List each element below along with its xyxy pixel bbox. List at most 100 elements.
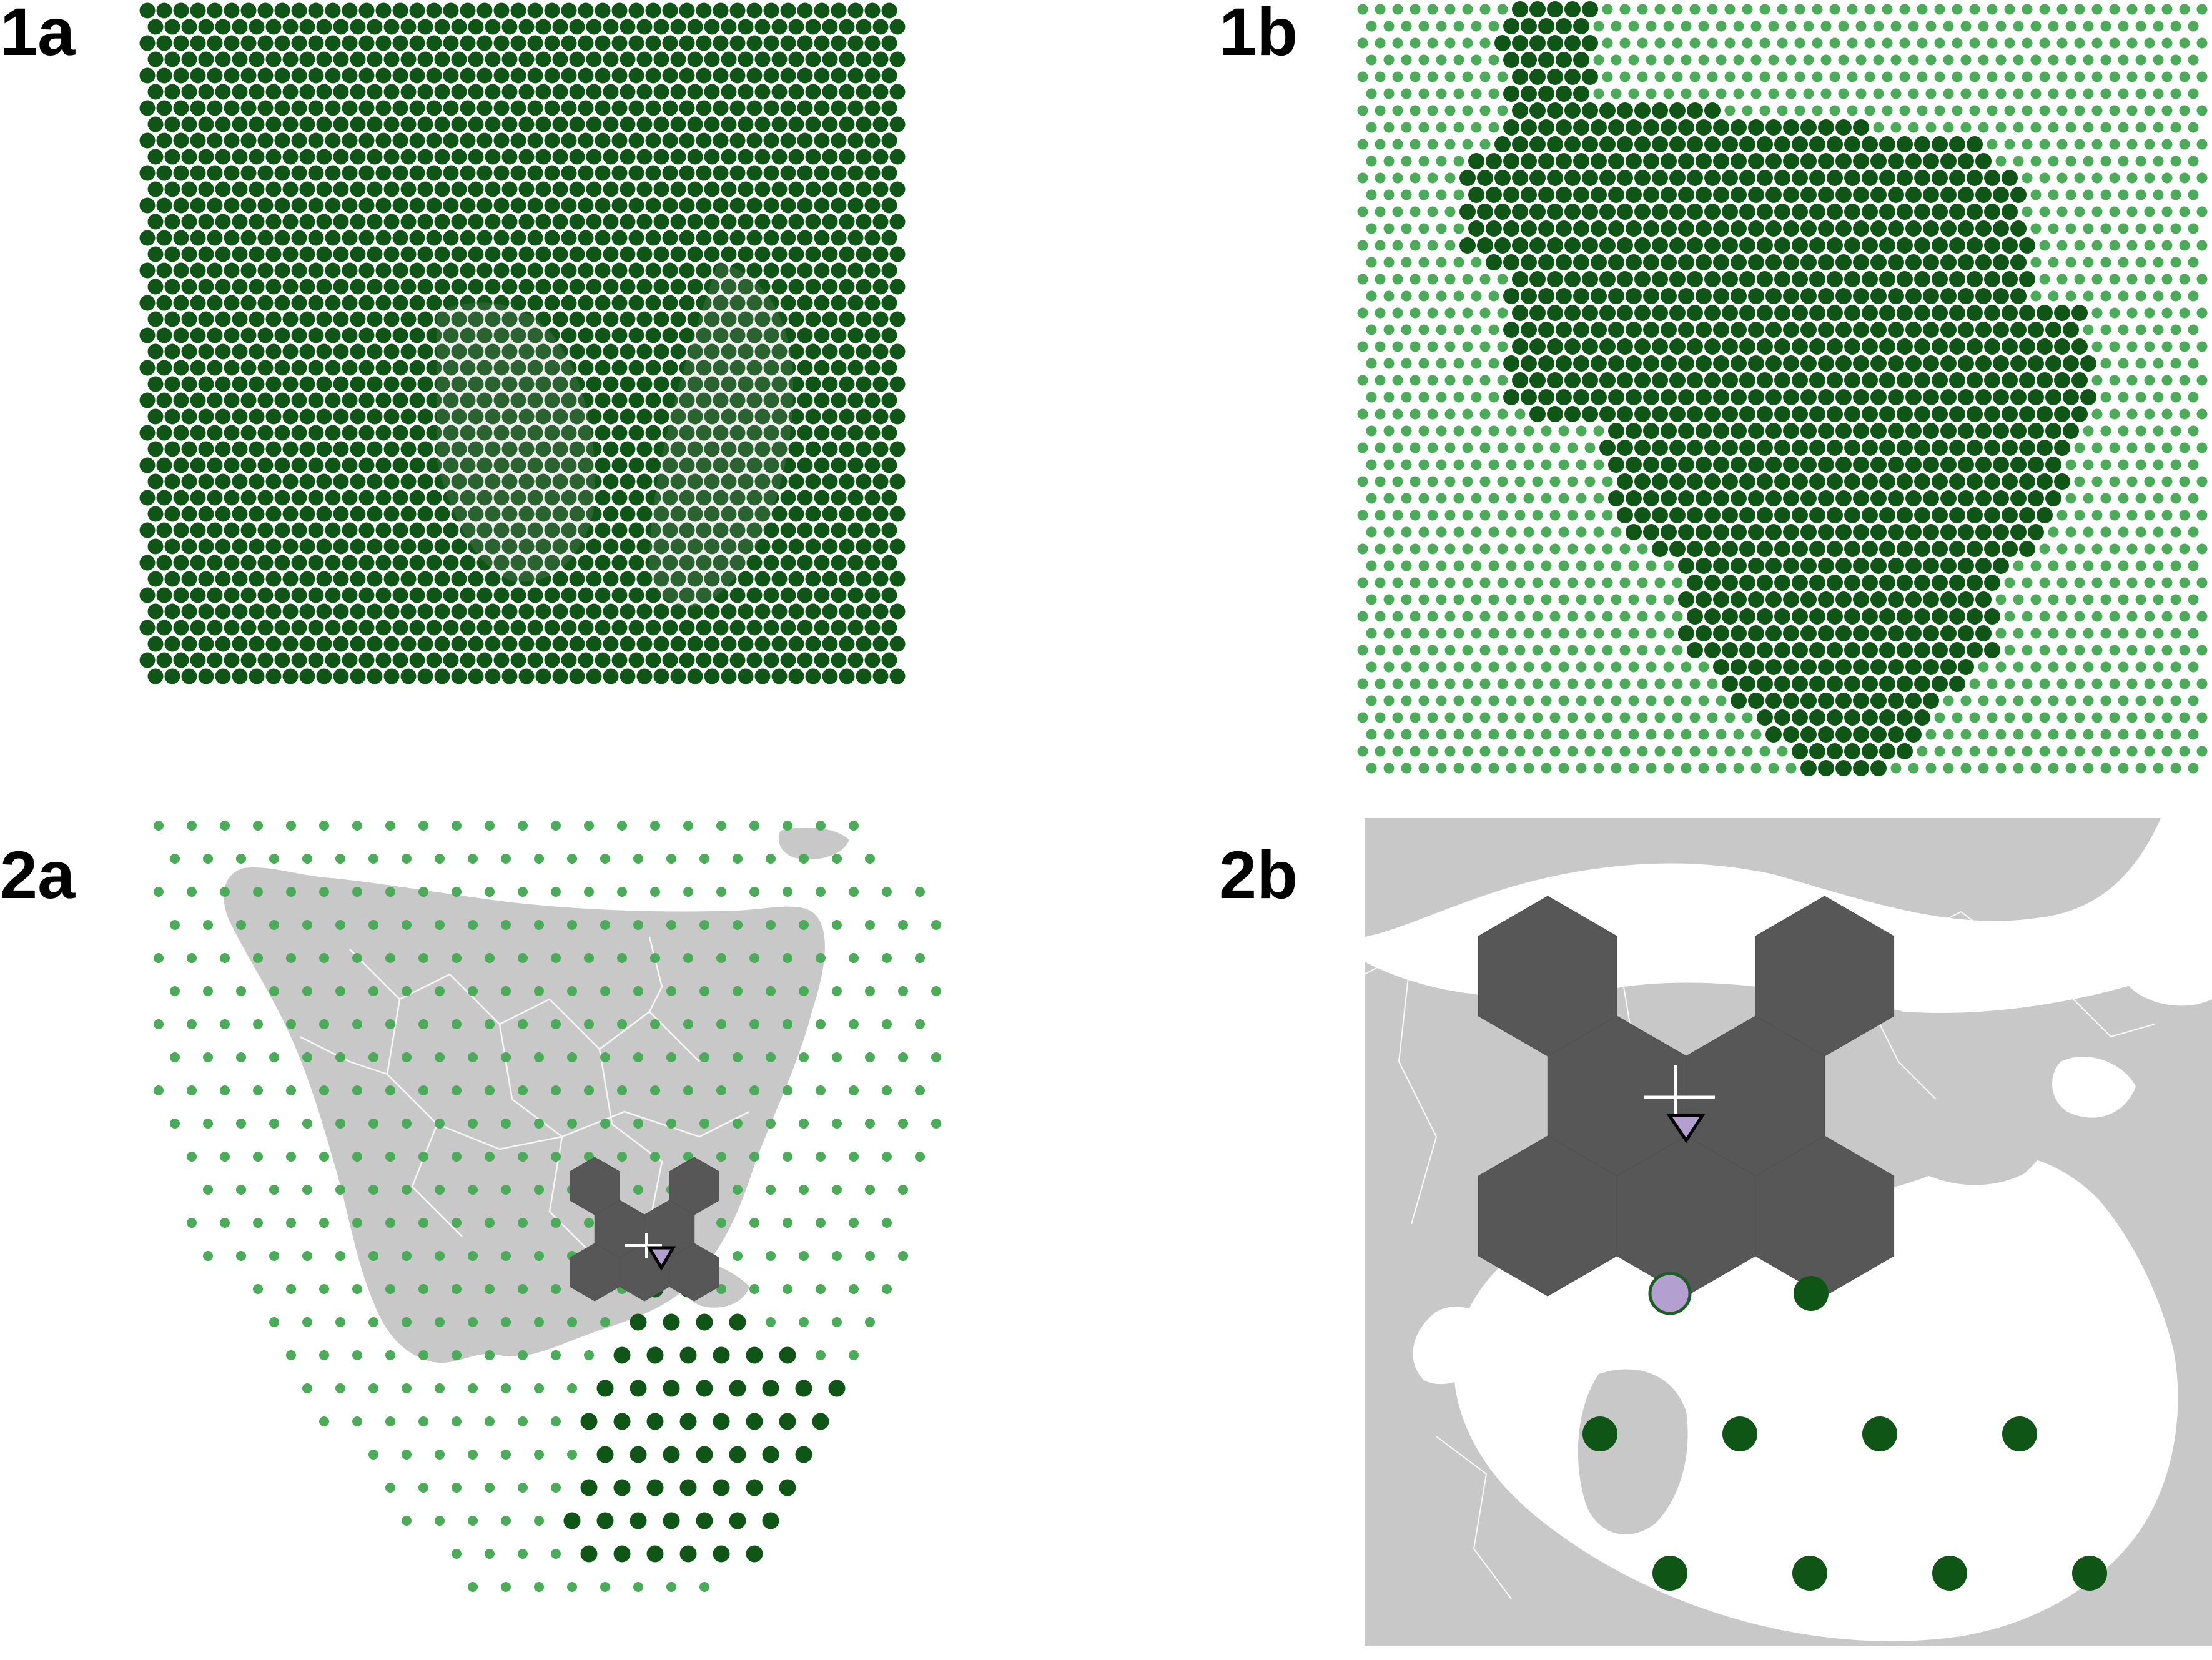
grid-dot [788, 408, 804, 425]
grid-dot [375, 522, 392, 538]
grid-dot [207, 132, 223, 149]
unselected-dot [1497, 543, 1508, 555]
unselected-dot [1873, 122, 1884, 133]
unselected-dot [1820, 54, 1832, 66]
selected-dot [1521, 86, 1537, 102]
unselected-dot [2091, 37, 2103, 49]
unselected-dot [2022, 139, 2033, 150]
unselected-dot [485, 1416, 495, 1426]
grid-dot [771, 19, 788, 35]
selected-dot [1975, 457, 1992, 473]
unselected-dot [633, 1185, 643, 1195]
unselected-dot [269, 986, 279, 996]
selected-dot [2071, 406, 2088, 422]
unselected-dot [1392, 240, 1403, 251]
selected-dot [1940, 457, 1957, 473]
selected-dot [1844, 406, 1860, 422]
selected-dot [1827, 575, 1843, 591]
unselected-dot [1750, 88, 1762, 99]
selected-dot [1897, 372, 1913, 388]
selected-dot [1765, 389, 1782, 405]
selected-dot [1923, 389, 1939, 405]
unselected-dot [2091, 577, 2103, 588]
unselected-dot [1366, 594, 1377, 605]
unselected-dot [1401, 526, 1412, 538]
grid-dot [856, 636, 872, 652]
grid-dot [620, 149, 636, 165]
grid-dot [434, 538, 450, 555]
unselected-dot [1987, 712, 1998, 723]
selected-dot [1897, 440, 1913, 456]
grid-dot [595, 360, 611, 376]
unselected-dot [2161, 577, 2173, 588]
grid-dot [375, 230, 392, 246]
unselected-dot [915, 953, 925, 963]
grid-dot [308, 360, 324, 376]
grid-dot [493, 100, 510, 116]
selected-dot [1765, 625, 1782, 641]
unselected-dot [319, 1416, 329, 1426]
grid-dot [628, 262, 644, 279]
grid-dot [510, 425, 526, 441]
selected-dot [1827, 642, 1843, 658]
grid-dot [224, 425, 240, 441]
unselected-dot [849, 1284, 859, 1294]
selected-dot [812, 1413, 829, 1430]
selected-dot [1835, 490, 1852, 506]
grid-dot [510, 327, 526, 343]
grid-dot [679, 327, 695, 343]
grid-dot [552, 279, 568, 295]
grid-dot [460, 457, 476, 473]
grid-dot [679, 587, 695, 603]
dot-grid-1b [1357, 1, 2208, 776]
grid-dot [771, 214, 788, 230]
grid-dot [746, 230, 763, 246]
grid-dot [611, 295, 628, 311]
grid-dot [224, 35, 240, 51]
grid-dot [325, 457, 341, 473]
grid-dot [814, 165, 830, 181]
unselected-dot [534, 1119, 544, 1129]
grid-dot [392, 165, 408, 181]
unselected-dot [1602, 543, 1613, 555]
selected-dot [1687, 305, 1703, 321]
unselected-dot [1479, 577, 1491, 588]
grid-dot [147, 311, 164, 327]
grid-dot [746, 392, 763, 408]
grid-dot [552, 19, 568, 35]
grid-dot [434, 311, 450, 327]
unselected-dot [2083, 526, 2094, 538]
selected-dot [1967, 170, 1983, 186]
unselected-dot [2083, 324, 2094, 335]
grid-dot [780, 67, 796, 84]
unselected-dot [2170, 763, 2181, 774]
selected-dot [1897, 406, 1913, 422]
grid-dot [224, 262, 240, 279]
grid-dot [299, 19, 315, 35]
unselected-dot [1917, 746, 1928, 757]
grid-dot [535, 279, 551, 295]
unselected-dot [683, 1085, 693, 1095]
selected-dot [1923, 423, 1939, 439]
grid-dot [147, 279, 164, 295]
grid-dot [501, 668, 518, 684]
unselected-dot [1453, 661, 1464, 673]
unselected-dot [2135, 54, 2146, 66]
grid-dot [636, 376, 653, 392]
unselected-dot [2091, 375, 2103, 386]
selected-dot [1765, 220, 1782, 237]
selected-dot [1748, 423, 1764, 439]
unselected-dot [1672, 712, 1683, 723]
selected-dot [1870, 423, 1887, 439]
grid-dot [569, 246, 585, 262]
selected-dot [1661, 288, 1677, 304]
grid-dot [207, 620, 223, 636]
grid-dot [831, 652, 847, 668]
selected-dot [1713, 322, 1729, 338]
grid-dot [620, 279, 636, 295]
unselected-dot [584, 1350, 594, 1360]
selected-dot [1643, 187, 1659, 203]
grid-dot [249, 668, 265, 684]
unselected-dot [783, 953, 792, 963]
grid-dot [451, 51, 467, 67]
